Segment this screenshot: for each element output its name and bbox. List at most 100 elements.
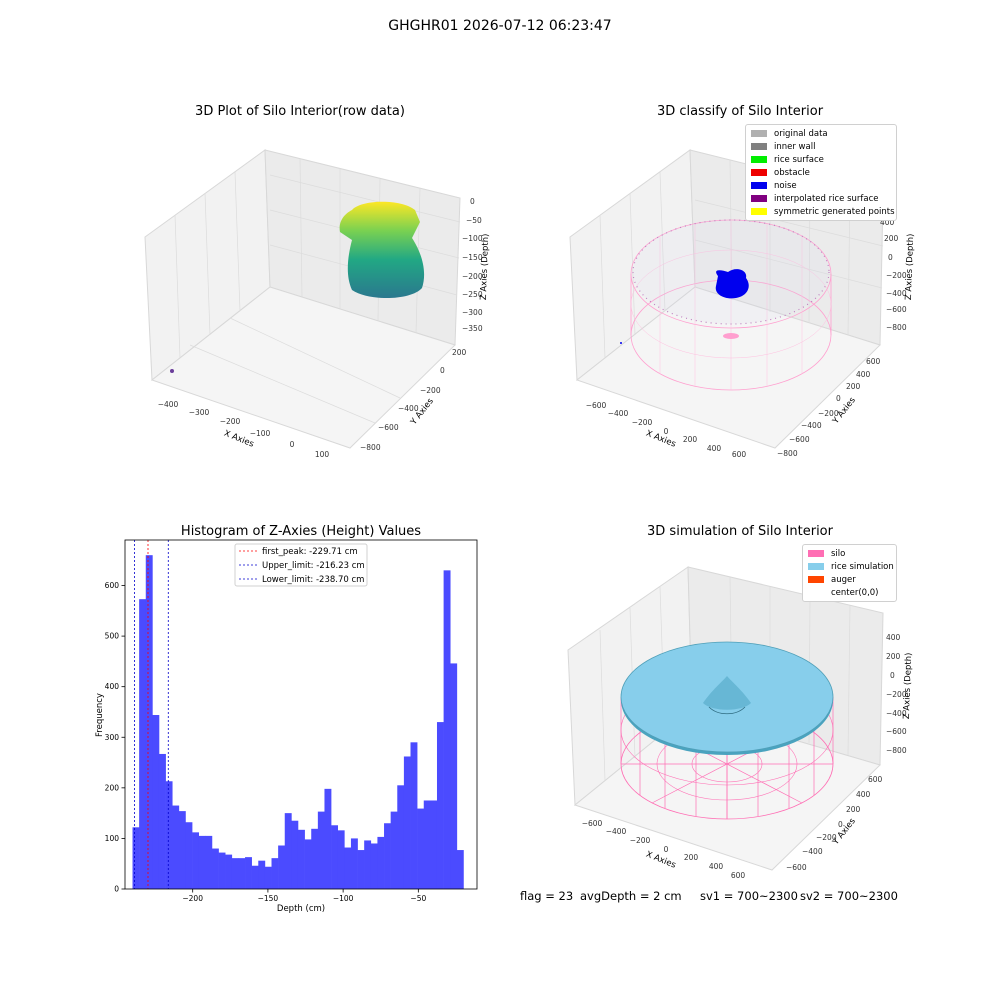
histogram-bar [139, 599, 147, 889]
sim-z-label: Z Axies (Depth) [902, 652, 914, 719]
svg-text:200: 200 [884, 234, 899, 243]
legend-item-obstacle: obstacle [751, 166, 891, 179]
classify-floor-pane [575, 286, 881, 449]
svg-text:400: 400 [709, 862, 724, 871]
sim-y-label: Y Axies [830, 816, 858, 848]
classify-x-label: X Axies [644, 429, 677, 450]
histogram-bar [397, 785, 405, 889]
svg-text:200: 200 [846, 805, 861, 814]
svg-text:−200: −200 [886, 271, 907, 280]
histogram-bar [317, 811, 325, 889]
svg-text:−400: −400 [608, 409, 629, 418]
status-sv1: sv1 = 700~2300 [700, 889, 798, 903]
classify-legend: original data inner wall rice surface ob… [745, 124, 897, 221]
svg-text:0: 0 [838, 820, 843, 829]
svg-text:−100: −100 [462, 234, 483, 243]
histogram-bar [297, 829, 305, 889]
svg-text:−200: −200 [630, 836, 651, 845]
status-avg-depth: avgDepth = 2 cm [580, 889, 682, 903]
legend-swatch [751, 195, 767, 202]
histogram-bar [178, 811, 186, 889]
histogram-bar [456, 850, 464, 889]
status-sv2: sv2 = 700~2300 [800, 889, 898, 903]
histogram-bar [443, 570, 451, 889]
histogram-bar [165, 781, 173, 889]
legend-item-auger: auger [808, 573, 891, 586]
histogram-y-label: Frequency [95, 693, 105, 737]
svg-text:200: 200 [684, 853, 699, 862]
svg-text:−600: −600 [582, 819, 603, 828]
raw-3d-plot: −400 −300 −200 −100 0 100 200 0 −200 −40… [144, 149, 491, 459]
svg-text:200: 200 [846, 382, 861, 391]
svg-text:−250: −250 [462, 290, 483, 299]
histogram-bar [350, 838, 358, 889]
histogram-bar [284, 813, 292, 889]
histogram-bar [211, 848, 219, 889]
histogram-bar [278, 845, 286, 889]
histogram-bar [258, 860, 266, 889]
histogram-bar [304, 839, 312, 889]
svg-text:−600: −600 [786, 863, 807, 872]
sim-floor-pane [573, 709, 881, 871]
legend-item-center: center(0,0) [808, 586, 891, 599]
raw-plot-title: 3D Plot of Silo Interior(row data) [195, 104, 405, 119]
svg-text:−800: −800 [886, 746, 907, 755]
y-tick-label: 500 [105, 632, 120, 641]
histogram-bar [311, 828, 319, 889]
histogram-frame [124, 539, 478, 890]
legend-label-upper-limit: Upper_limit: -216.23 cm [262, 561, 365, 571]
legend-item-original-data: original data [751, 127, 891, 140]
histogram-bar [357, 850, 365, 889]
figure-title: GHGHR01 2026-07-12 06:23:47 [388, 18, 612, 34]
svg-text:0: 0 [440, 366, 445, 375]
svg-text:200: 200 [452, 348, 467, 357]
svg-text:−200: −200 [420, 386, 441, 395]
svg-text:−800: −800 [777, 449, 798, 458]
svg-text:−600: −600 [789, 435, 810, 444]
svg-text:400: 400 [886, 633, 901, 642]
raw-x-ticks: −400 −300 −200 −100 0 100 [158, 400, 330, 459]
histogram-bar [185, 822, 193, 889]
svg-text:0: 0 [888, 253, 893, 262]
legend-swatch [751, 169, 767, 176]
svg-text:−400: −400 [801, 421, 822, 430]
x-tick-label: −200 [182, 894, 203, 903]
svg-text:−800: −800 [886, 323, 907, 332]
x-tick-label: −50 [410, 894, 426, 903]
svg-text:−600: −600 [886, 305, 907, 314]
histogram-bar [251, 865, 259, 889]
histogram-bar [377, 836, 385, 889]
sim-x-ticks: −600 −400 −200 0 200 400 600 [582, 819, 746, 880]
svg-text:0: 0 [664, 845, 669, 854]
histogram-bar [436, 722, 444, 889]
svg-text:400: 400 [880, 218, 895, 227]
svg-text:200: 200 [886, 652, 901, 661]
histogram-bar [132, 827, 140, 889]
svg-text:600: 600 [732, 450, 747, 459]
svg-text:−800: −800 [360, 443, 381, 452]
y-tick-label: 200 [105, 783, 120, 792]
sim-y-ticks: 600 400 200 0 −200 −400 −600 [786, 775, 883, 872]
simulation-plot-title: 3D simulation of Silo Interior [647, 524, 833, 539]
classify-plot-title: 3D classify of Silo Interior [656, 104, 824, 119]
svg-text:−150: −150 [462, 253, 483, 262]
raw-z-label: Z Axies (Depth) [479, 233, 491, 300]
svg-text:−200: −200 [220, 417, 241, 426]
svg-text:400: 400 [707, 444, 722, 453]
svg-text:−200: −200 [462, 272, 483, 281]
svg-text:−400: −400 [606, 827, 627, 836]
simulation-3d-plot: −600 −400 −200 0 200 400 600 600 400 200… [567, 566, 914, 880]
svg-text:0: 0 [470, 197, 475, 206]
legend-swatch [751, 156, 767, 163]
histogram-bar [264, 866, 272, 889]
histogram-x-label: Depth (cm) [277, 904, 325, 914]
y-tick-label: 0 [114, 885, 119, 894]
svg-text:−300: −300 [189, 408, 210, 417]
sim-x-label: X Axies [644, 850, 677, 871]
classify-z-label: Z Axies (Depth) [904, 233, 916, 300]
svg-text:−600: −600 [378, 423, 399, 432]
histogram-y-ticks: 0 100 200 300 400 500 600 [105, 581, 125, 894]
svg-text:−200: −200 [818, 409, 839, 418]
svg-text:−400: −400 [802, 847, 823, 856]
svg-text:100: 100 [315, 450, 330, 459]
